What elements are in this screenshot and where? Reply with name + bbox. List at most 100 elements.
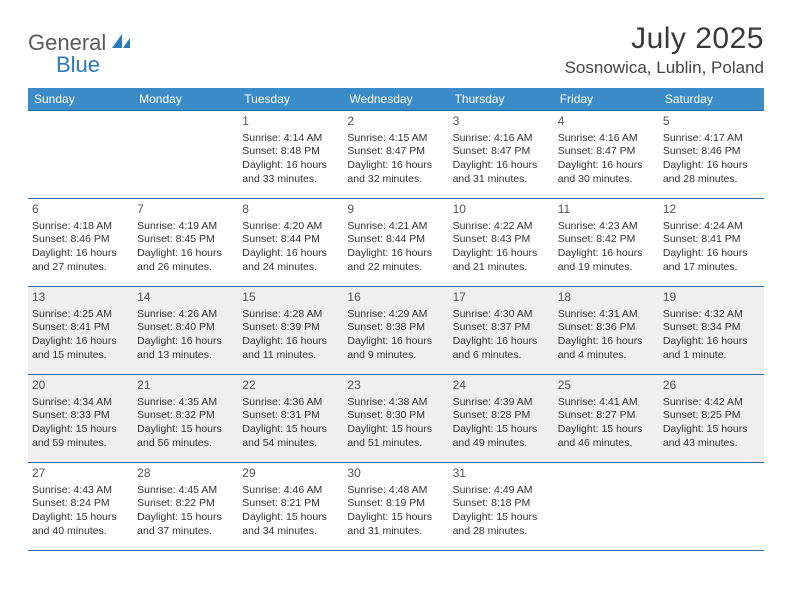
cell-sunrise: Sunrise: 4:48 AM xyxy=(347,484,442,498)
cell-daylight1: Daylight: 16 hours xyxy=(137,335,232,349)
day-number: 14 xyxy=(137,290,232,306)
cell-sunset: Sunset: 8:48 PM xyxy=(242,145,337,159)
calendar-cell: 9Sunrise: 4:21 AMSunset: 8:44 PMDaylight… xyxy=(343,199,448,287)
calendar-cell: 19Sunrise: 4:32 AMSunset: 8:34 PMDayligh… xyxy=(659,287,764,375)
cell-daylight1: Daylight: 16 hours xyxy=(558,247,653,261)
logo-text-blue: Blue xyxy=(56,52,100,78)
day-number: 17 xyxy=(453,290,548,306)
day-header-row: Sunday Monday Tuesday Wednesday Thursday… xyxy=(28,88,764,111)
calendar-cell: 1Sunrise: 4:14 AMSunset: 8:48 PMDaylight… xyxy=(238,111,343,199)
calendar-cell: 21Sunrise: 4:35 AMSunset: 8:32 PMDayligh… xyxy=(133,375,238,463)
cell-sunset: Sunset: 8:46 PM xyxy=(663,145,758,159)
day-number: 22 xyxy=(242,378,337,394)
calendar-cell: 11Sunrise: 4:23 AMSunset: 8:42 PMDayligh… xyxy=(554,199,659,287)
cell-daylight2: and 21 minutes. xyxy=(453,261,548,275)
calendar-cell: 14Sunrise: 4:26 AMSunset: 8:40 PMDayligh… xyxy=(133,287,238,375)
cell-daylight1: Daylight: 16 hours xyxy=(558,159,653,173)
cell-daylight2: and 54 minutes. xyxy=(242,437,337,451)
cell-daylight2: and 28 minutes. xyxy=(453,525,548,539)
day-number: 4 xyxy=(558,114,653,130)
cell-sunrise: Sunrise: 4:31 AM xyxy=(558,308,653,322)
day-number: 2 xyxy=(347,114,442,130)
cell-daylight2: and 31 minutes. xyxy=(347,525,442,539)
cell-sunrise: Sunrise: 4:34 AM xyxy=(32,396,127,410)
cell-daylight1: Daylight: 16 hours xyxy=(242,159,337,173)
cell-sunrise: Sunrise: 4:24 AM xyxy=(663,220,758,234)
cell-sunrise: Sunrise: 4:19 AM xyxy=(137,220,232,234)
cell-daylight1: Daylight: 16 hours xyxy=(32,335,127,349)
calendar-cell: 5Sunrise: 4:17 AMSunset: 8:46 PMDaylight… xyxy=(659,111,764,199)
cell-sunrise: Sunrise: 4:20 AM xyxy=(242,220,337,234)
calendar-cell xyxy=(133,111,238,199)
cell-sunset: Sunset: 8:32 PM xyxy=(137,409,232,423)
calendar-cell: 10Sunrise: 4:22 AMSunset: 8:43 PMDayligh… xyxy=(449,199,554,287)
day-number: 18 xyxy=(558,290,653,306)
cell-daylight2: and 40 minutes. xyxy=(32,525,127,539)
cell-daylight2: and 4 minutes. xyxy=(558,349,653,363)
cell-daylight1: Daylight: 16 hours xyxy=(663,159,758,173)
cell-sunset: Sunset: 8:24 PM xyxy=(32,497,127,511)
calendar-cell xyxy=(554,463,659,551)
day-number: 15 xyxy=(242,290,337,306)
calendar-cell: 7Sunrise: 4:19 AMSunset: 8:45 PMDaylight… xyxy=(133,199,238,287)
day-number: 20 xyxy=(32,378,127,394)
logo-sail-icon xyxy=(110,32,132,55)
cell-sunset: Sunset: 8:45 PM xyxy=(137,233,232,247)
calendar-cell: 18Sunrise: 4:31 AMSunset: 8:36 PMDayligh… xyxy=(554,287,659,375)
cell-daylight1: Daylight: 15 hours xyxy=(32,511,127,525)
calendar-cell: 6Sunrise: 4:18 AMSunset: 8:46 PMDaylight… xyxy=(28,199,133,287)
calendar-cell: 3Sunrise: 4:16 AMSunset: 8:47 PMDaylight… xyxy=(449,111,554,199)
cell-daylight1: Daylight: 15 hours xyxy=(663,423,758,437)
cell-sunset: Sunset: 8:43 PM xyxy=(453,233,548,247)
calendar-cell: 30Sunrise: 4:48 AMSunset: 8:19 PMDayligh… xyxy=(343,463,448,551)
cell-daylight2: and 19 minutes. xyxy=(558,261,653,275)
cell-daylight2: and 17 minutes. xyxy=(663,261,758,275)
calendar-body: 1Sunrise: 4:14 AMSunset: 8:48 PMDaylight… xyxy=(28,111,764,551)
dayhead-monday: Monday xyxy=(133,88,238,111)
cell-daylight2: and 13 minutes. xyxy=(137,349,232,363)
calendar-cell xyxy=(659,463,764,551)
day-number: 30 xyxy=(347,466,442,482)
cell-daylight2: and 43 minutes. xyxy=(663,437,758,451)
day-number: 24 xyxy=(453,378,548,394)
day-number: 11 xyxy=(558,202,653,218)
cell-daylight1: Daylight: 15 hours xyxy=(453,423,548,437)
cell-sunrise: Sunrise: 4:15 AM xyxy=(347,132,442,146)
cell-sunrise: Sunrise: 4:32 AM xyxy=(663,308,758,322)
calendar-cell: 8Sunrise: 4:20 AMSunset: 8:44 PMDaylight… xyxy=(238,199,343,287)
cell-daylight2: and 51 minutes. xyxy=(347,437,442,451)
calendar-page: General July 2025 Sosnowica, Lublin, Pol… xyxy=(0,0,792,571)
calendar-cell: 4Sunrise: 4:16 AMSunset: 8:47 PMDaylight… xyxy=(554,111,659,199)
cell-daylight1: Daylight: 15 hours xyxy=(558,423,653,437)
dayhead-saturday: Saturday xyxy=(659,88,764,111)
calendar-cell: 15Sunrise: 4:28 AMSunset: 8:39 PMDayligh… xyxy=(238,287,343,375)
cell-daylight2: and 22 minutes. xyxy=(347,261,442,275)
cell-daylight1: Daylight: 16 hours xyxy=(453,247,548,261)
calendar-cell: 26Sunrise: 4:42 AMSunset: 8:25 PMDayligh… xyxy=(659,375,764,463)
cell-sunset: Sunset: 8:30 PM xyxy=(347,409,442,423)
calendar-cell: 16Sunrise: 4:29 AMSunset: 8:38 PMDayligh… xyxy=(343,287,448,375)
cell-daylight1: Daylight: 16 hours xyxy=(242,335,337,349)
day-number: 3 xyxy=(453,114,548,130)
week-row: 27Sunrise: 4:43 AMSunset: 8:24 PMDayligh… xyxy=(28,463,764,551)
dayhead-wednesday: Wednesday xyxy=(343,88,448,111)
cell-daylight1: Daylight: 16 hours xyxy=(137,247,232,261)
cell-daylight2: and 34 minutes. xyxy=(242,525,337,539)
day-number: 31 xyxy=(453,466,548,482)
calendar-cell: 24Sunrise: 4:39 AMSunset: 8:28 PMDayligh… xyxy=(449,375,554,463)
cell-sunrise: Sunrise: 4:26 AM xyxy=(137,308,232,322)
cell-daylight1: Daylight: 15 hours xyxy=(242,511,337,525)
cell-sunset: Sunset: 8:46 PM xyxy=(32,233,127,247)
calendar-cell: 2Sunrise: 4:15 AMSunset: 8:47 PMDaylight… xyxy=(343,111,448,199)
dayhead-sunday: Sunday xyxy=(28,88,133,111)
location-subtitle: Sosnowica, Lublin, Poland xyxy=(565,58,764,78)
cell-sunrise: Sunrise: 4:16 AM xyxy=(558,132,653,146)
cell-sunrise: Sunrise: 4:28 AM xyxy=(242,308,337,322)
cell-daylight1: Daylight: 16 hours xyxy=(558,335,653,349)
day-number: 29 xyxy=(242,466,337,482)
day-number: 12 xyxy=(663,202,758,218)
logo-blue-text-wrap: Blue xyxy=(30,52,100,78)
cell-sunrise: Sunrise: 4:23 AM xyxy=(558,220,653,234)
cell-sunset: Sunset: 8:28 PM xyxy=(453,409,548,423)
day-number: 1 xyxy=(242,114,337,130)
